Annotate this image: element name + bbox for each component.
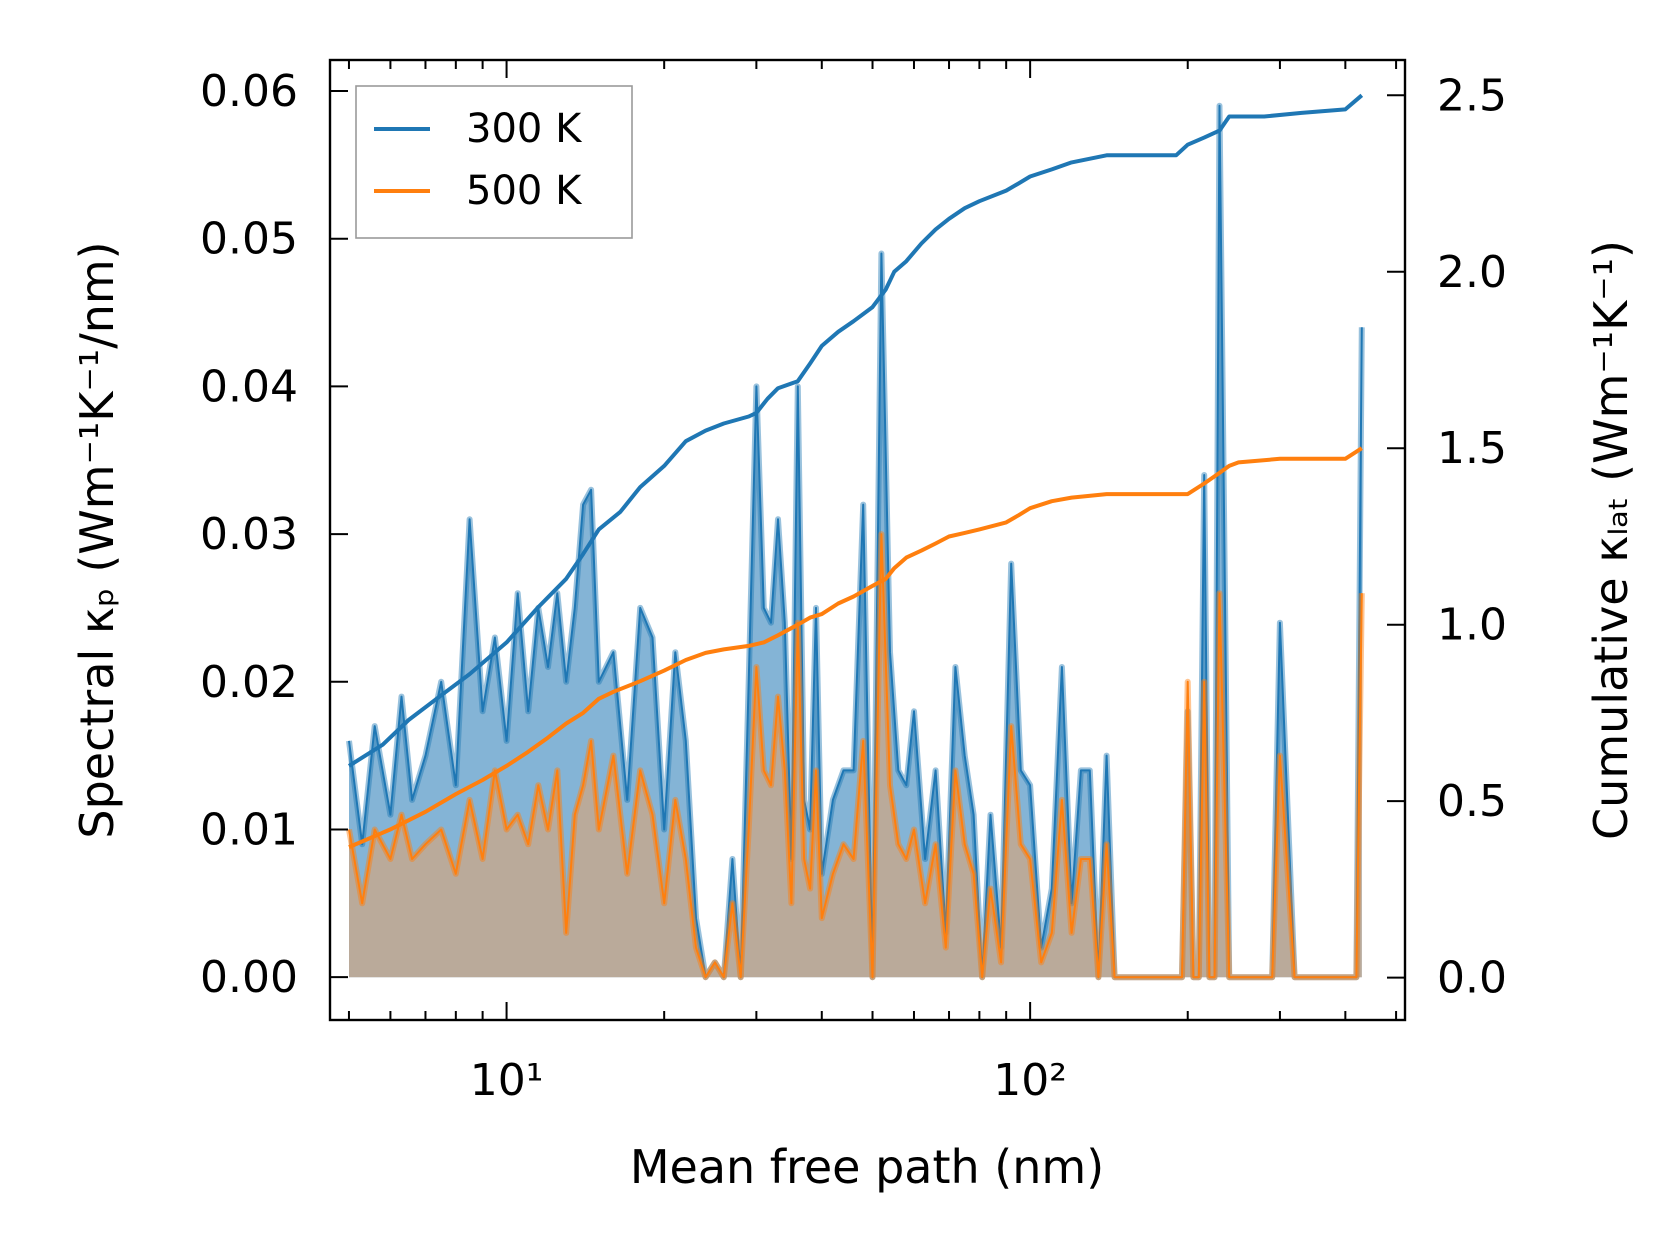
cumulative-line-300k [347,93,1364,768]
y-left-tick-label: 0.06 [200,66,298,117]
legend-box [355,85,633,239]
y-right-tick-label: 2.5 [1437,70,1507,121]
legend: 300 K 500 K [355,85,633,239]
y-left-tick-label: 0.00 [200,952,298,1003]
y-right-tick-label: 0.0 [1437,953,1507,1004]
y-right-axis-label: Cumulative κₗₐₜ (Wm⁻¹K⁻¹) [1584,240,1638,840]
x-tick-labels: 10¹ 10² [470,1055,1067,1106]
y-right-tick-label: 2.0 [1437,247,1507,298]
axes-frame [328,58,1407,1022]
tick-marks [330,60,1405,1020]
y-left-tick-labels: 0.00 0.01 0.02 0.03 0.04 0.05 0.06 [200,66,298,1003]
y-left-tick-label: 0.05 [200,214,298,265]
y-right-tick-label: 1.5 [1437,423,1507,474]
y-right-tick-label: 1.0 [1437,600,1507,651]
x-axis-label: Mean free path (nm) [630,1140,1104,1194]
legend-label-500k: 500 K [466,168,583,214]
y-right-tick-label: 0.5 [1437,776,1507,827]
y-left-tick-label: 0.03 [200,509,298,560]
plot-area [346,93,1365,981]
spectral-fill-500k [349,534,1362,978]
y-right-tick-labels: 0.0 0.5 1.0 1.5 2.0 2.5 [1437,70,1507,1003]
y-left-tick-label: 0.04 [200,361,298,412]
cumulative-line-500k [348,446,1363,849]
spectral-line-500k [348,533,1363,979]
y-left-tick-label: 0.02 [200,657,298,708]
spectral-fill-300k [349,105,1362,978]
spectral-line-300k [348,104,1363,979]
y-left-tick-label: 0.01 [200,805,298,856]
x-tick-label: 10² [993,1055,1067,1106]
x-tick-label: 10¹ [470,1055,544,1106]
legend-label-300k: 300 K [466,106,583,152]
y-left-axis-label: Spectral κₚ (Wm⁻¹K⁻¹/nm) [70,241,124,838]
